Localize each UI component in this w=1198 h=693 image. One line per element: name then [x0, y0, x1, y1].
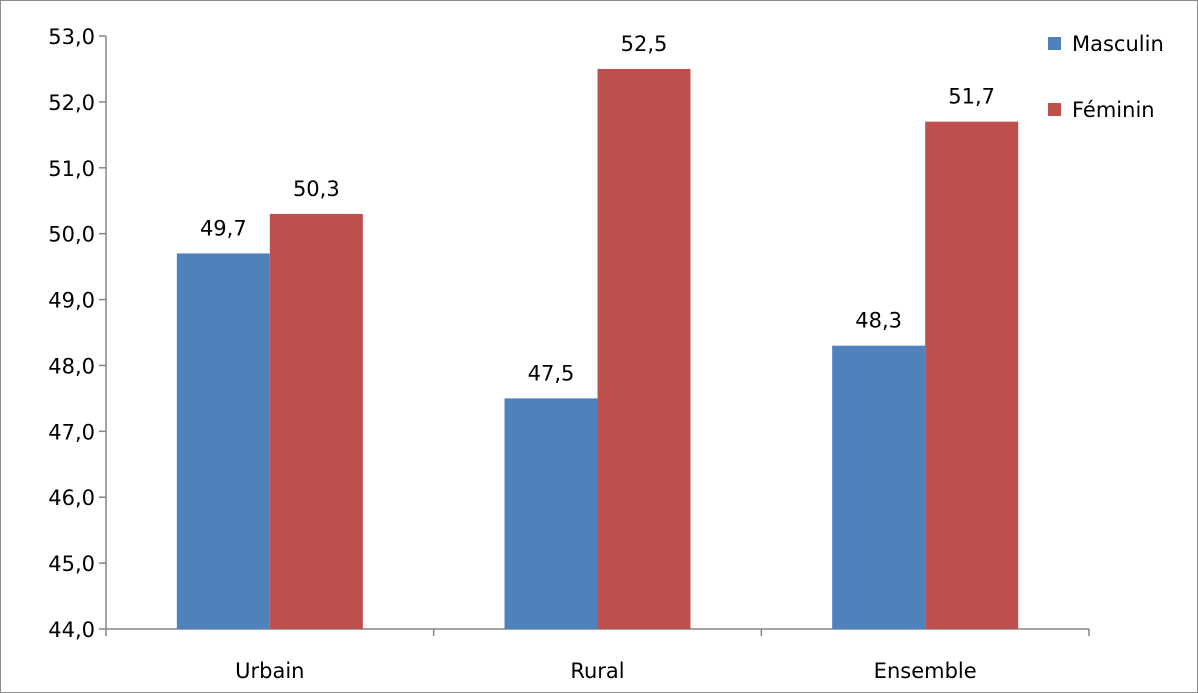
y-tick-label: 49,0 [48, 289, 95, 313]
bar-masculin-urbain [176, 253, 270, 629]
bar-masculin-rural [504, 398, 598, 629]
y-tick-label: 44,0 [48, 618, 95, 642]
bar-fminin-ensemble [925, 121, 1019, 630]
data-label: 49,7 [200, 216, 247, 240]
x-category-label: Rural [570, 659, 624, 683]
legend-label: Masculin [1072, 32, 1164, 56]
data-label: 47,5 [528, 361, 575, 385]
y-tick-label: 48,0 [48, 354, 95, 378]
legend: Masculin Féminin [1048, 32, 1164, 122]
y-tick-label: 47,0 [48, 420, 95, 444]
legend-swatch [1048, 37, 1061, 50]
y-tick-label: 53,0 [48, 25, 95, 49]
x-category-label: Ensemble [874, 659, 977, 683]
x-axis: Urbain Rural Ensemble [105, 628, 1090, 683]
data-label: 52,5 [621, 32, 668, 56]
data-label: 50,3 [293, 177, 340, 201]
y-tick-label: 50,0 [48, 223, 95, 247]
y-axis: 44,0 45,0 46,0 47,0 48,0 49,0 50,0 51,0 52,0 53,0 [48, 25, 107, 642]
bar-masculin-ensemble [832, 345, 926, 629]
legend-swatch [1048, 103, 1061, 116]
y-tick-label: 51,0 [48, 157, 95, 181]
y-tick-label: 52,0 [48, 91, 95, 115]
x-category-label: Urbain [235, 659, 304, 683]
bars [176, 68, 1019, 630]
legend-label: Féminin [1072, 98, 1155, 122]
data-label: 51,7 [948, 85, 995, 109]
bar-fminin-rural [597, 68, 691, 629]
y-tick-label: 46,0 [48, 486, 95, 510]
bar-fminin-urbain [269, 213, 363, 629]
data-label: 48,3 [855, 309, 902, 333]
data-labels: 49,7 50,3 47,5 52,5 48,3 51,7 [200, 32, 995, 385]
y-tick-label: 45,0 [48, 552, 95, 576]
